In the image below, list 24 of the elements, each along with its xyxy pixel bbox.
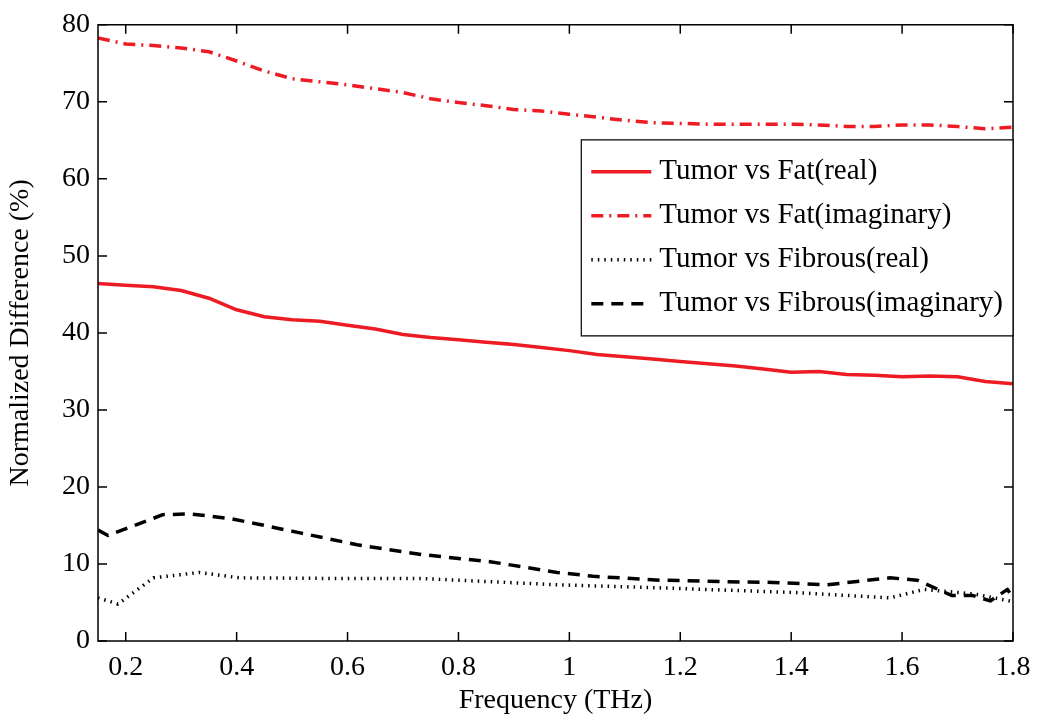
x-tick-label: 1.2 — [662, 650, 698, 682]
x-tick-label: 0.4 — [219, 650, 255, 682]
x-tick-label: 1 — [562, 650, 577, 682]
y-tick-label: 20 — [62, 469, 90, 501]
y-tick-label: 10 — [62, 546, 90, 578]
x-tick-label: 0.8 — [440, 650, 476, 682]
legend-label: Tumor vs Fibrous(imaginary) — [659, 285, 1004, 319]
x-tick-label: 1.4 — [773, 650, 809, 682]
x-tick-label: 0.2 — [108, 650, 144, 682]
y-tick-label: 30 — [62, 392, 90, 424]
y-tick-label: 40 — [62, 315, 90, 347]
y-tick-label: 60 — [62, 161, 90, 193]
legend-label: Tumor vs Fibrous(real) — [659, 241, 929, 275]
y-axis-title: Normalized Difference (%) — [3, 179, 35, 487]
legend-label: Tumor vs Fat(imaginary) — [659, 197, 952, 231]
x-tick-label: 1.8 — [995, 650, 1031, 682]
legend-label: Tumor vs Fat(real) — [659, 153, 878, 187]
y-tick-label: 0 — [76, 623, 90, 655]
x-tick-label: 0.6 — [330, 650, 366, 682]
y-tick-label: 80 — [62, 7, 90, 39]
x-tick-label: 1.6 — [884, 650, 920, 682]
x-axis-title: Frequency (THz) — [458, 682, 653, 714]
y-tick-label: 70 — [62, 84, 90, 116]
y-tick-label: 50 — [62, 238, 90, 270]
